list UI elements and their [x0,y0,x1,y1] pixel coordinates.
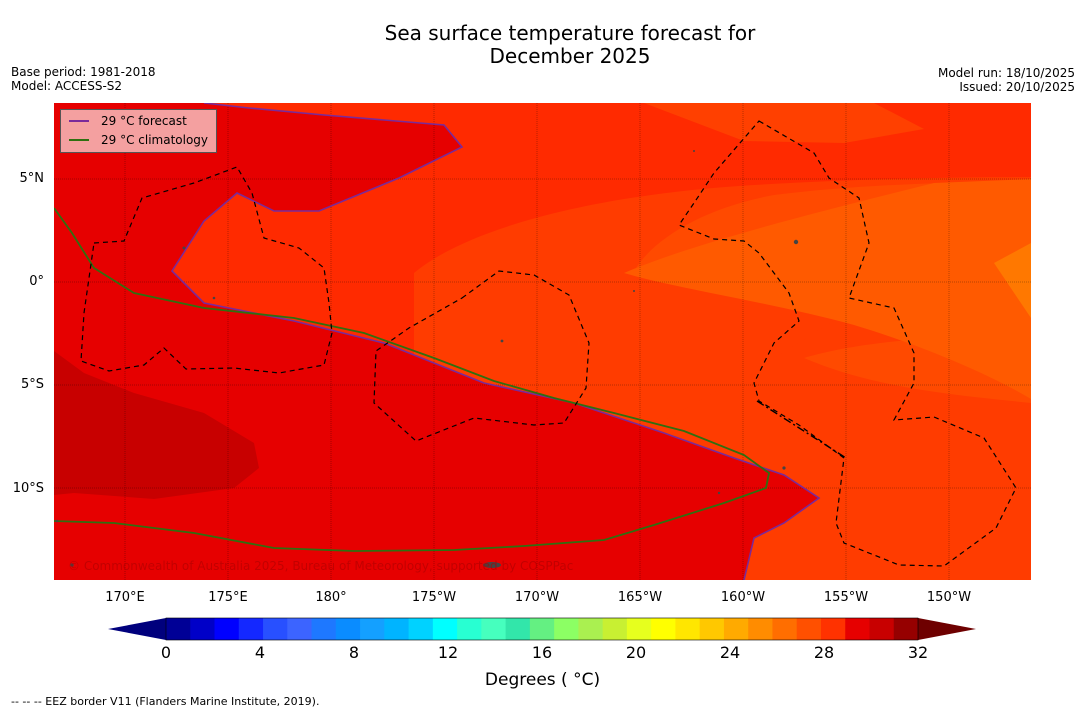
lon-label-180: 180° [315,590,347,605]
colorbar-label: Degrees ( °C) [484,670,601,690]
sst-map [54,103,1031,580]
colorbar-tick-label: 4 [254,643,266,662]
colorbar-cell [311,618,337,640]
eez-borders [80,120,1017,567]
sst-band-27 [994,243,1031,318]
legend-entry-climatology: 29 °C climatology [69,132,208,148]
legend-climatology-swatch [69,139,89,141]
forecast-29c-contour [170,103,821,580]
legend-forecast-swatch [69,120,89,122]
copyright-notice: © Commonwealth of Australia 2025, Bureau… [68,559,574,573]
eez-note: -- -- -- EEZ border V11 (Flanders Marine… [11,695,320,708]
model-name: Model: ACCESS-S2 [11,79,123,93]
colorbar [108,617,976,641]
colorbar-cell [845,618,871,640]
lon-label-170e: 170°E [105,590,145,605]
colorbar-cell [699,618,725,640]
legend-forecast-label: 29 °C forecast [101,114,187,128]
eez-line-islands [678,120,1017,567]
lat-label-5s: 5°S [20,377,44,392]
colorbar-cell [190,618,216,640]
lat-label-5n: 5°N [19,171,45,186]
colorbar-cell [529,618,555,640]
title-line-1: Sea surface temperature forecast for [384,21,756,45]
lon-label-150w: 150°W [926,590,972,605]
meta-left: Base period: 1981-2018 Model: ACCESS-S2 [11,65,156,93]
colorbar-cell [384,618,410,640]
colorbar-cell [263,618,288,640]
lon-label-165w: 165°W [617,590,663,605]
lat-label-10s: 10°S [12,481,44,496]
colorbar-tick-label: 20 [625,643,647,662]
graticule [54,103,1031,580]
lon-label-175e: 175°E [208,590,248,605]
legend-climatology-label: 29 °C climatology [101,133,209,147]
meta-right: Model run: 18/10/2025 Issued: 20/10/2025 [938,66,1075,94]
colorbar-cell [675,618,701,640]
colorbar-cell [796,618,822,640]
model-run: Model run: 18/10/2025 [937,66,1075,80]
climatology-29c-contour [54,207,770,552]
colorbar-tick-label: 32 [907,643,929,662]
colorbar-cell [432,618,458,640]
colorbar-cells [166,618,919,640]
title-line-2: December 2025 [489,44,651,68]
colorbar-cell [772,618,798,640]
eez-phoenix [373,270,590,442]
sst-band-27-5 [624,179,1031,399]
colorbar-cell [214,618,240,640]
islands [55,150,799,568]
colorbar-cell [287,618,313,640]
colorbar-tick-label: 8 [348,643,360,662]
colorbar-over-arrow [918,618,976,640]
colorbar-cell [869,618,895,640]
map-title: Sea surface temperature forecast for Dec… [0,22,1085,68]
colorbar-cell [748,618,774,640]
colorbar-tick-label: 28 [813,643,835,662]
colorbar-cell [408,618,434,640]
sst-band-northeast [644,103,924,143]
base-period: Base period: 1981-2018 [11,65,156,79]
lon-label-175w: 175°W [411,590,457,605]
colorbar-cell [238,618,264,640]
eez-tuvalu-kiribati [80,166,333,374]
colorbar-cell [602,618,628,640]
colorbar-tick-label: 24 [719,643,741,662]
lon-label-155w: 155°W [823,590,869,605]
colorbar-frame [165,617,919,641]
issued-date: Issued: 20/10/2025 [959,80,1075,94]
lon-label-170w: 170°W [514,590,560,605]
colorbar-cell [578,618,604,640]
lon-label-160w: 160°W [720,590,766,605]
colorbar-cell [723,618,749,640]
colorbar-cell [626,618,652,640]
sst-map-canvas [54,103,1031,580]
colorbar-cell [893,618,919,640]
map-legend: 29 °C forecast 29 °C climatology [60,109,217,153]
colorbar-under-arrow [108,618,166,640]
colorbar-tick-label: 12 [437,643,459,662]
colorbar-cell [820,618,846,640]
colorbar-cell [360,618,385,640]
eez-boundary-segment [756,400,847,459]
sst-warm-core [54,351,259,499]
colorbar-tick-label: 16 [531,643,553,662]
colorbar-tick-label: 0 [160,643,172,662]
legend-entry-forecast: 29 °C forecast [69,113,187,129]
colorbar-cell [457,618,482,640]
colorbar-cell [554,618,579,640]
colorbar-cell [335,618,361,640]
lat-label-0: 0° [29,274,44,289]
colorbar-cell [166,618,191,640]
colorbar-cell [651,618,677,640]
colorbar-cell [505,618,531,640]
colorbar-cell [481,618,507,640]
